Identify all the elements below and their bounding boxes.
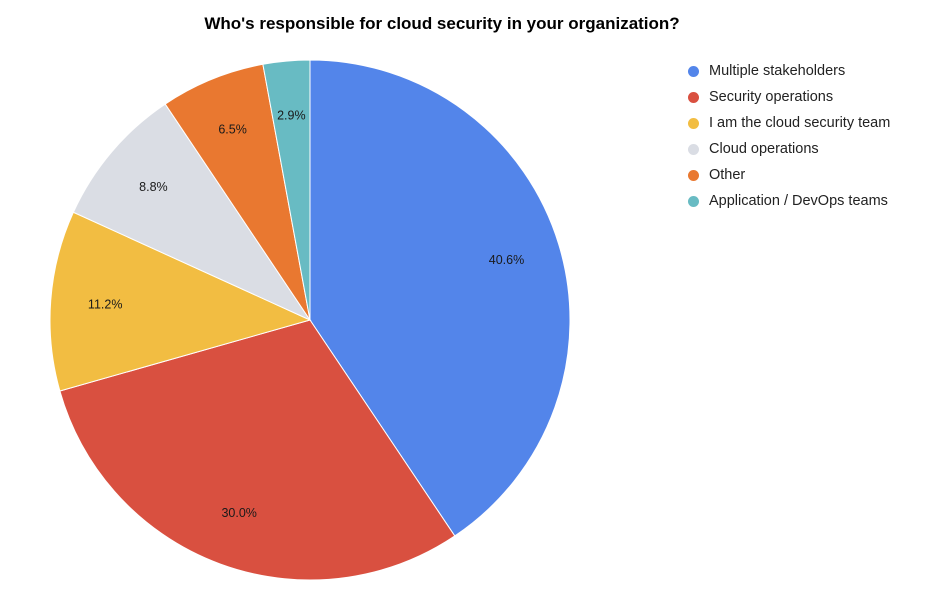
pie-data-labels: 40.6% 30.0% 11.2% 8.8% 6.5% 2.9%: [88, 108, 524, 519]
legend-label: Application / DevOps teams: [709, 193, 888, 209]
legend-item-application-devops-teams: Application / DevOps teams: [688, 188, 924, 214]
legend-label: Cloud operations: [709, 141, 819, 157]
legend-swatch: [688, 117, 699, 129]
data-label-cloud-operations: 8.8%: [139, 180, 168, 194]
legend-swatch: [688, 169, 699, 181]
pie-slice-i-am-the-cloud-security-team: [49, 211, 312, 392]
legend-label: Multiple stakeholders: [709, 63, 846, 79]
data-label-i-am-the-cloud-security-team: 11.2%: [88, 298, 123, 312]
legend-item-multiple-stakeholders: Multiple stakeholders: [688, 58, 924, 84]
legend-item-other: Other: [688, 162, 924, 188]
legend-label: Security operations: [709, 89, 834, 105]
pie-slices: [49, 59, 571, 581]
pie-slice-security-operations: [59, 319, 456, 581]
legend-swatch: [688, 143, 699, 155]
legend-swatch: [688, 195, 699, 207]
legend-swatch: [688, 65, 699, 77]
data-label-multiple-stakeholders: 40.6%: [489, 253, 524, 267]
legend-item-security-operations: Security operations: [688, 84, 924, 110]
data-label-other: 6.5%: [218, 123, 247, 137]
data-label-application-devops-teams: 2.9%: [277, 108, 306, 122]
chart-title: Who's responsible for cloud security in …: [204, 14, 680, 33]
pie-slice-cloud-operations: [72, 103, 312, 322]
legend-item-i-am-the-cloud-security-team: I am the cloud security team: [688, 110, 924, 136]
legend-item-cloud-operations: Cloud operations: [688, 136, 924, 162]
data-label-security-operations: 30.0%: [221, 506, 256, 520]
legend-swatch: [688, 91, 699, 103]
legend-label: I am the cloud security team: [709, 115, 891, 131]
legend-label: Other: [709, 167, 746, 183]
pie-slice-multiple-stakeholders: [309, 59, 571, 537]
pie-slice-application-devops-teams: [262, 59, 311, 321]
legend: Multiple stakeholders Security operations…: [688, 58, 924, 214]
